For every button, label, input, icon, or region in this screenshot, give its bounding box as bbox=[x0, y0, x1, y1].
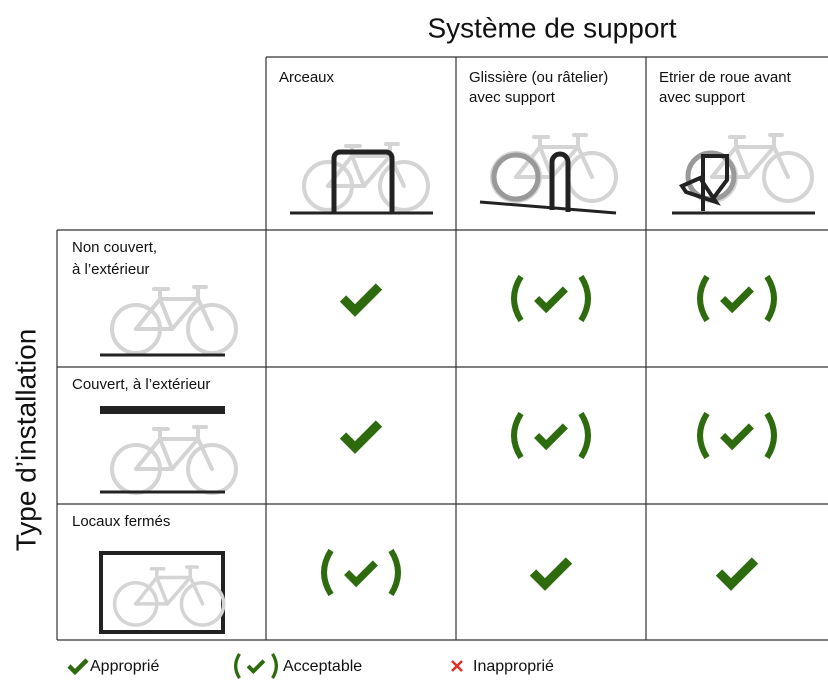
row-header: à l’extérieur bbox=[72, 261, 150, 278]
paren-right bbox=[578, 411, 591, 460]
check bbox=[534, 286, 568, 314]
check bbox=[339, 283, 383, 317]
paren-left bbox=[321, 548, 334, 597]
rating-icon bbox=[321, 548, 401, 597]
legend-icon bbox=[451, 660, 463, 672]
row-axis-title: Type d’installation bbox=[10, 329, 41, 552]
table-grid bbox=[56, 56, 828, 641]
check bbox=[534, 423, 568, 451]
column-header: avec support bbox=[469, 89, 556, 106]
check bbox=[339, 420, 383, 454]
column-header: avec support bbox=[659, 89, 746, 106]
rating-icon bbox=[715, 557, 759, 591]
legend-icon bbox=[67, 658, 89, 676]
closed-room bbox=[99, 551, 226, 634]
row-header: Locaux fermés bbox=[72, 513, 170, 530]
paren-right bbox=[388, 548, 401, 597]
check bbox=[720, 286, 754, 314]
rating-icon bbox=[697, 411, 777, 460]
paren-left bbox=[697, 411, 710, 460]
rating-icon bbox=[529, 557, 573, 591]
paren-left bbox=[234, 653, 241, 679]
paren-right bbox=[764, 411, 777, 460]
paren-right bbox=[578, 274, 591, 323]
paren-right bbox=[764, 274, 777, 323]
column-axis-title: Système de support bbox=[427, 12, 676, 43]
cross bbox=[451, 660, 463, 672]
column-header: Glissière (ou râtelier) bbox=[469, 69, 608, 86]
column-header: Arceaux bbox=[279, 69, 335, 86]
legend-label: Acceptable bbox=[283, 658, 362, 675]
paren-right bbox=[271, 653, 278, 679]
check bbox=[529, 557, 573, 591]
column-header: Etrier de roue avant bbox=[659, 69, 792, 86]
check bbox=[344, 560, 378, 588]
rack-etrier bbox=[672, 133, 815, 215]
paren-left bbox=[511, 274, 524, 323]
check bbox=[720, 423, 754, 451]
paren-left bbox=[697, 274, 710, 323]
rack-glissiere bbox=[479, 133, 618, 215]
rating-icon bbox=[339, 420, 383, 454]
legend-label: Inapproprié bbox=[473, 658, 554, 675]
outdoor-covered bbox=[100, 406, 238, 495]
check bbox=[715, 557, 759, 591]
rating-icon bbox=[511, 411, 591, 460]
rating-icon bbox=[511, 274, 591, 323]
row-header: Non couvert, bbox=[72, 239, 157, 256]
row-header: Couvert, à l’extérieur bbox=[72, 376, 210, 393]
check bbox=[246, 659, 266, 675]
check bbox=[67, 658, 89, 676]
rating-icon bbox=[697, 274, 777, 323]
paren-left bbox=[511, 411, 524, 460]
rack-arceaux bbox=[290, 142, 433, 215]
legend-label: Approprié bbox=[90, 658, 159, 675]
rating-icon bbox=[339, 283, 383, 317]
legend-icon bbox=[234, 653, 278, 679]
outdoor-uncovered bbox=[100, 285, 238, 357]
